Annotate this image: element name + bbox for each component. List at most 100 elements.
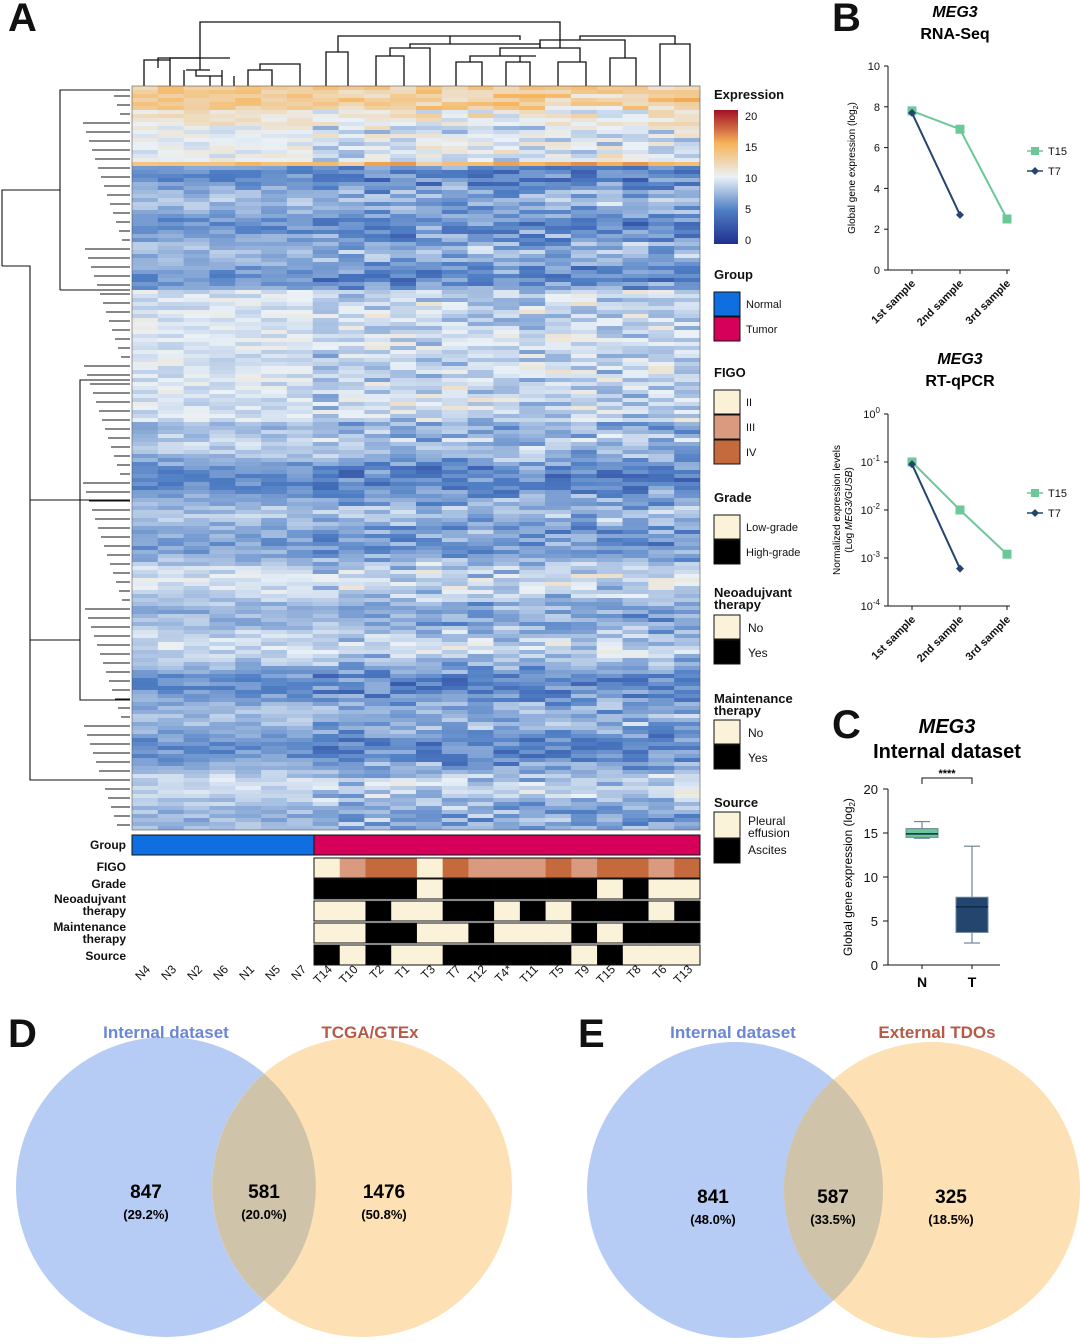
- heatmap-cell: [132, 298, 159, 303]
- heatmap-cell: [519, 606, 546, 611]
- heatmap-cell: [235, 714, 262, 719]
- heatmap-cell: [157, 762, 185, 767]
- heatmap-cell: [183, 582, 210, 587]
- heatmap-cell: [467, 818, 494, 823]
- heatmap-cell: [312, 446, 340, 451]
- heatmap-cell: [570, 386, 598, 391]
- heatmap-cell: [545, 794, 572, 799]
- heatmap-cell: [596, 326, 624, 331]
- heatmap-cell: [467, 234, 494, 239]
- heatmap-cell: [416, 358, 443, 363]
- heatmap-cell: [157, 662, 185, 667]
- heatmap-cell: [441, 350, 469, 355]
- heatmap-cell: [286, 802, 314, 807]
- heatmap-cell: [261, 390, 288, 395]
- heatmap-cell: [519, 278, 546, 283]
- heatmap-cell: [441, 546, 469, 551]
- heatmap-cell: [132, 714, 159, 719]
- heatmap-cell: [674, 466, 700, 471]
- heatmap-cell: [183, 282, 210, 287]
- heatmap-cell: [493, 170, 520, 175]
- heatmap-cell: [441, 190, 469, 195]
- heatmap-cell: [209, 546, 236, 551]
- heatmap-cell: [674, 86, 700, 91]
- maintenance-cell: [597, 923, 624, 943]
- heatmap-cell: [312, 474, 340, 479]
- heatmap-cell: [596, 250, 624, 255]
- heatmap-cell: [312, 594, 340, 599]
- heatmap-cell: [570, 666, 598, 671]
- heatmap-cell: [493, 254, 520, 259]
- heatmap-cell: [312, 386, 340, 391]
- heatmap-cell: [209, 642, 236, 647]
- heatmap-cell: [596, 498, 624, 503]
- heatmap-cell: [519, 582, 546, 587]
- heatmap-cell: [157, 226, 185, 231]
- heatmap-cell: [570, 818, 598, 823]
- heatmap-cell: [519, 770, 546, 775]
- heatmap-cell: [209, 810, 236, 815]
- heatmap-cell: [441, 166, 469, 171]
- heatmap-cell: [209, 370, 236, 375]
- heatmap-cell: [674, 162, 700, 167]
- heatmap-cell: [286, 158, 314, 163]
- heatmap-cell: [338, 458, 365, 463]
- source-cell: [442, 945, 469, 965]
- sample-label: N1: [236, 962, 257, 983]
- heatmap-cell: [364, 230, 391, 235]
- heatmap-cell: [467, 286, 494, 291]
- heatmap-cell: [132, 726, 159, 731]
- heatmap-cell: [467, 402, 494, 407]
- heatmap-cell: [596, 382, 624, 387]
- heatmap-cell: [545, 618, 572, 623]
- heatmap-cell: [493, 522, 520, 527]
- heatmap-cell: [312, 690, 340, 695]
- heatmap-cell: [261, 362, 288, 367]
- heatmap-cell: [648, 190, 675, 195]
- heatmap-cell: [493, 242, 520, 247]
- heatmap-cell: [390, 662, 417, 667]
- heatmap-cell: [622, 790, 649, 795]
- heatmap-cell: [674, 422, 700, 427]
- heatmap-cell: [674, 146, 700, 151]
- heatmap-cell: [622, 818, 649, 823]
- maintenance-cell: [648, 923, 675, 943]
- heatmap-cell: [622, 346, 649, 351]
- heatmap-cell: [493, 274, 520, 279]
- heatmap-cell: [364, 574, 391, 579]
- heatmap-cell: [338, 314, 365, 319]
- heatmap-cell: [674, 338, 700, 343]
- heatmap-cell: [596, 86, 624, 91]
- heatmap-cell: [545, 218, 572, 223]
- heatmap-cell: [209, 98, 236, 103]
- heatmap-cell: [545, 90, 572, 95]
- heatmap-cell: [183, 338, 210, 343]
- heatmap-cell: [183, 202, 210, 207]
- heatmap-cell: [519, 346, 546, 351]
- heatmap-cell: [312, 314, 340, 319]
- heatmap-cell: [622, 398, 649, 403]
- heatmap-cell: [493, 550, 520, 555]
- heatmap-cell: [519, 358, 546, 363]
- heatmap-cell: [467, 326, 494, 331]
- heatmap-cell: [596, 526, 624, 531]
- heatmap-cell: [312, 278, 340, 283]
- heatmap-cell: [596, 470, 624, 475]
- heatmap-cell: [261, 478, 288, 483]
- heatmap-cell: [416, 278, 443, 283]
- heatmap-cell: [493, 514, 520, 519]
- heatmap-cell: [416, 198, 443, 203]
- heatmap-cell: [235, 526, 262, 531]
- heatmap-cell: [364, 638, 391, 643]
- annot-label-neo-1: Neoadujvant: [54, 892, 126, 906]
- heatmap-cell: [338, 814, 365, 819]
- heatmap-cell: [390, 726, 417, 731]
- heatmap-cell: [132, 450, 159, 455]
- heatmap-cell: [132, 590, 159, 595]
- heatmap-cell: [416, 598, 443, 603]
- heatmap-cell: [157, 606, 185, 611]
- heatmap-cell: [209, 646, 236, 651]
- heatmap-cell: [183, 370, 210, 375]
- heatmap-cell: [467, 726, 494, 731]
- heatmap-cell: [183, 130, 210, 135]
